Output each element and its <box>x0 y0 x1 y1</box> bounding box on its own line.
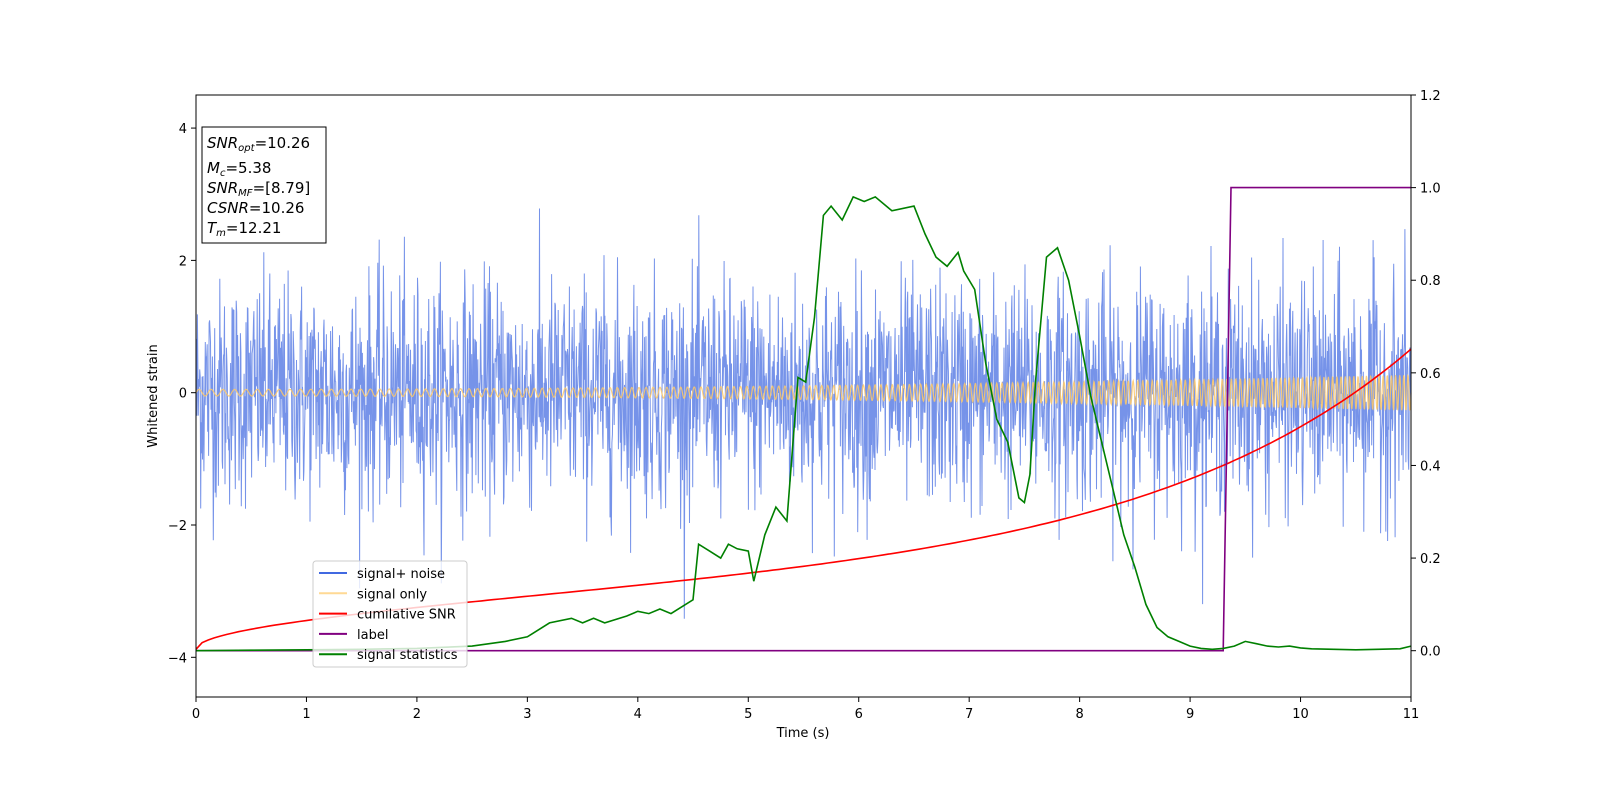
x-tick-label: 1 <box>302 707 310 722</box>
x-tick-label: 8 <box>1075 707 1083 722</box>
legend-label: label <box>357 628 388 643</box>
axes-ticks: 0 1 2 3 4 5 6 7 8 9 10 11 −4 −2 0 2 4 0.0 0.2 0.4 0.6 0.8 1.0 1… <box>168 89 1441 722</box>
y2-tick-label: 1.0 <box>1420 182 1441 197</box>
y2-tick-label: 1.2 <box>1420 89 1441 104</box>
plot-frame <box>195 94 1412 698</box>
legend-label: signal statistics <box>357 648 458 663</box>
y-tick-label: 0 <box>179 387 187 402</box>
y2-tick-label: 0.2 <box>1420 552 1441 567</box>
y2-tick-label: 0.8 <box>1420 274 1441 289</box>
legend-label: cumilative SNR <box>357 608 456 623</box>
y-tick-label: 4 <box>179 122 187 137</box>
x-axis-title: Time (s) <box>776 726 830 741</box>
annotation-box: SNRopt=10.26 Mc=5.38 SNRMF=[8.79] CSNR=1… <box>201 126 327 244</box>
y2-tick-label: 0.0 <box>1420 645 1441 660</box>
y-tick-label: −4 <box>168 651 187 666</box>
y-axis-title: Whitened strain <box>146 344 161 447</box>
x-tick-label: 6 <box>855 707 863 722</box>
y2-tick-label: 0.4 <box>1420 459 1441 474</box>
annotation-snr-opt: SNRopt=10.26 <box>207 134 310 154</box>
x-tick-label: 9 <box>1186 707 1194 722</box>
x-tick-label: 5 <box>744 707 752 722</box>
y-tick-label: 2 <box>179 254 187 269</box>
legend-label: signal+ noise <box>357 567 445 582</box>
x-tick-label: 3 <box>523 707 531 722</box>
series-line-signal-only <box>195 373 1412 411</box>
series-line-signal-noise <box>195 208 1412 619</box>
x-tick-label: 10 <box>1292 707 1309 722</box>
y-tick-label: −2 <box>168 519 187 534</box>
x-tick-label: 2 <box>413 707 421 722</box>
annotation-mc: Mc=5.38 <box>207 159 271 179</box>
x-tick-label: 7 <box>965 707 973 722</box>
annotation-box-frame <box>201 126 327 244</box>
legend: signal+ noise signal only cumilative SNR la… <box>312 560 468 668</box>
legend-frame <box>312 560 468 668</box>
series-signal-only <box>195 373 1412 411</box>
annotation-tm: Tm=12.21 <box>207 219 281 239</box>
series-line-signal-statistics <box>195 195 1412 652</box>
x-tick-label: 11 <box>1403 707 1420 722</box>
legend-label: signal only <box>357 587 427 602</box>
x-tick-label: 0 <box>192 707 200 722</box>
x-tick-label: 4 <box>634 707 642 722</box>
series-signal-noise <box>195 208 1412 619</box>
y2-tick-label: 0.6 <box>1420 367 1441 382</box>
annotation-snr-mf: SNRMF=[8.79] <box>207 179 310 199</box>
series-line-label <box>196 186 1411 652</box>
annotation-csnr: CSNR=10.26 <box>207 199 304 217</box>
